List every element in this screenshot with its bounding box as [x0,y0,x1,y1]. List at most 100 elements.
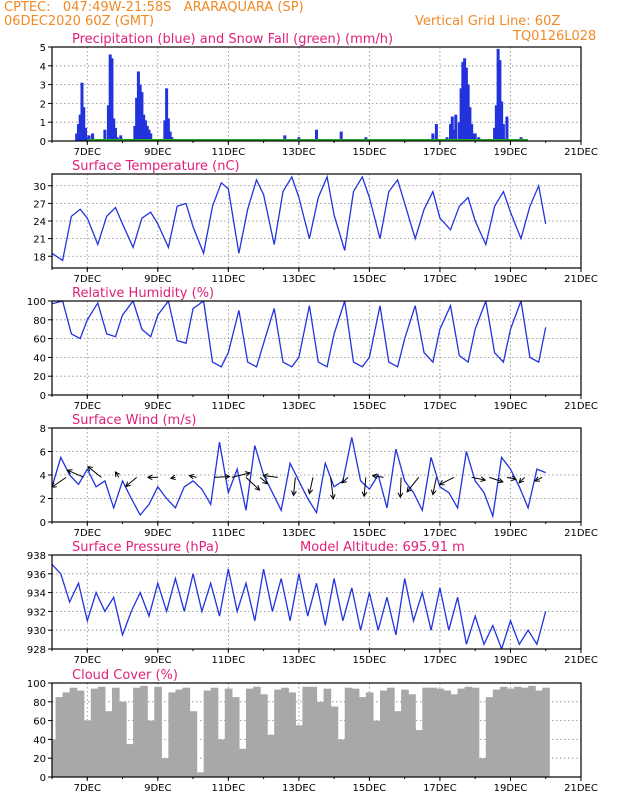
precip-bar [315,129,318,141]
x-tick-label: 11DEC [211,783,245,794]
y-tick-label: 100 [27,297,46,308]
y-tick-label: 0 [40,518,46,529]
precip-bar [434,124,438,141]
precip-bar [168,131,172,141]
precip-bar [468,107,472,141]
precip-bar [165,88,169,141]
y-tick-label: 20 [33,372,46,383]
precip-bar [103,129,107,141]
y-tick-label: 938 [27,551,46,562]
x-tick-label: 15DEC [353,783,387,794]
plot-area [52,174,547,262]
precip-bar [145,125,149,141]
precip-bar [494,105,498,141]
x-tick-label: 17DEC [423,528,457,539]
wind-arrow-head [169,474,176,481]
wind-arrow [506,476,517,480]
cloud-bar [387,687,395,777]
cloud-bar [76,690,85,777]
y-tick-label: 5 [40,43,46,54]
cloud-bar [506,688,515,777]
wind-arrow-head [534,476,541,482]
wind-arrow-head [329,494,336,501]
y-tick-label: 0 [40,137,46,148]
wind-arrow-head [146,474,153,481]
plot-area [52,685,550,777]
precip-bar [471,133,475,141]
wind-arrow-head [188,473,195,480]
y-tick-label: 0 [40,773,46,784]
wind-arrow [518,476,525,484]
x-tick-label: 9DEC [144,528,171,539]
x-tick-label: 15DEC [353,528,387,539]
precip-bar [113,127,117,141]
cloud-bar [224,688,233,777]
y-tick-label: 40 [33,353,46,364]
wind-arrow [330,477,334,500]
precip-bar [496,48,500,141]
panel-frame [51,300,582,396]
wind-arrow [399,477,402,498]
x-tick-label: 17DEC [423,401,457,412]
cloud-bar [154,686,162,777]
y-tick-label: 60 [33,717,46,728]
precip-bar [454,114,458,141]
wind-arrow-head [511,475,517,482]
x-tick-label: 11DEC [211,274,245,285]
precip-bar [135,97,139,141]
cloud-bar [330,706,339,777]
wind-arrow-head [341,477,347,484]
cloud-bar [542,687,550,777]
cloud-bar [253,686,261,777]
cloud-bar [295,725,303,777]
cloud-bar [492,689,501,777]
series-line [52,437,546,519]
cloud-bar [372,720,381,777]
precip-bar [339,131,343,141]
x-tick-label: 9DEC [144,147,171,158]
precip-bar [505,116,509,141]
precip-bar [75,133,79,141]
wind-arrow [259,476,268,485]
cloud-bar [119,701,127,777]
wind-arrow-head [124,481,131,488]
x-tick-label: 17DEC [423,147,457,158]
panel-frame [51,682,582,778]
x-tick-label: 13DEC [282,401,316,412]
cloud-bar [499,686,508,777]
cloud-bar [196,772,205,777]
y-tick-label: 0 [40,391,46,402]
cloud-bar [302,686,311,777]
wind-arrow-head [66,469,73,475]
series-line [52,563,547,649]
precip-bar [470,124,474,141]
cloud-bar [104,711,113,777]
cloud-bar [422,687,430,777]
y-tick-label: 24 [33,217,46,228]
header-line2: 06DEC2020 60Z (GMT) [4,14,155,29]
x-tick-label: 17DEC [423,655,457,666]
y-tick-label: 80 [33,698,46,709]
precip-bar [142,114,146,141]
cloud-bar [415,730,423,777]
wind-arrow-head [291,490,297,497]
x-tick-label: 15DEC [353,655,387,666]
x-tick-label: 19DEC [494,528,528,539]
cloud-bar [62,692,71,777]
cloud-bar [429,687,438,777]
cloud-bar [450,694,459,777]
wind-arrow-head [244,471,251,477]
cloud-bar [217,739,226,777]
y-tick-label: 932 [27,607,46,618]
precip-bar [149,133,153,141]
x-tick-label: 15DEC [353,401,387,412]
y-tick-label: 30 [33,182,46,193]
precip-bar [140,92,144,141]
cloud-bar [309,686,318,777]
cloud-bar [436,688,445,777]
wind-arrow-head [397,492,404,499]
wind-arrow [439,476,455,485]
grid-note: Vertical Grid Line: 60Z [415,14,561,29]
y-tick-label: 4 [40,62,46,73]
precip-bar [163,120,167,141]
